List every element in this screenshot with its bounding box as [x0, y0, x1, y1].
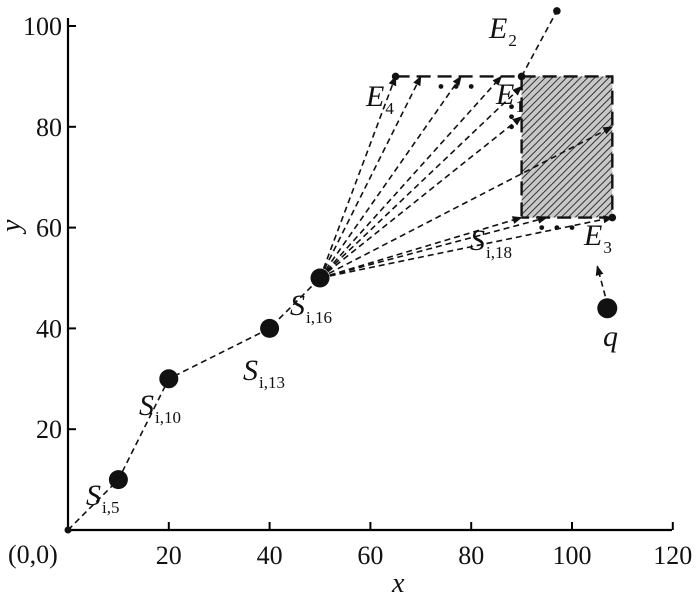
prediction-ray — [319, 126, 614, 279]
endpoint-e4 — [391, 72, 400, 81]
x-tick-label: 40 — [257, 541, 283, 570]
prediction-ray — [319, 116, 523, 279]
prediction-ray — [319, 215, 614, 279]
label-e2: E2 — [488, 12, 517, 50]
x-axis-title: x — [391, 568, 405, 597]
ray-to-e2 — [520, 10, 558, 77]
y-tick-label: 40 — [36, 314, 62, 343]
x-tick-label: 60 — [357, 541, 383, 570]
endpoint-e1 — [517, 72, 526, 81]
y-tick-label: 60 — [36, 214, 62, 243]
prediction-ray — [319, 215, 548, 279]
ellipsis-dot — [468, 84, 474, 89]
x-tick-label: 100 — [553, 541, 592, 570]
y-axis-title: y — [0, 219, 27, 235]
trajectory-point-s10 — [159, 369, 179, 389]
label-s18: Si,18 — [470, 224, 512, 262]
ellipsis-dot — [453, 84, 459, 89]
y-tick-label: 80 — [36, 113, 62, 142]
prediction-rays — [319, 10, 614, 297]
trajectory-point-s13 — [260, 318, 280, 338]
endpoint-e3 — [608, 213, 617, 222]
trajectory-point-s16 — [310, 268, 330, 288]
query-arrow — [595, 265, 607, 297]
label-s13: Si,13 — [243, 354, 285, 392]
trajectory-point-s5 — [108, 470, 128, 490]
query-point — [597, 298, 618, 319]
ellipsis-dot — [539, 225, 545, 231]
label-q: q — [603, 320, 618, 353]
endpoints — [391, 7, 617, 222]
prediction-ray — [319, 75, 503, 279]
endpoint-e2 — [553, 7, 561, 15]
y-tick-label: 20 — [36, 415, 62, 444]
ellipsis-dot — [438, 84, 444, 89]
shaded-area — [521, 76, 613, 218]
label-e3: E3 — [583, 219, 612, 257]
axes: 20 40 60 80 100 120 20 40 60 80 100 (0,0) x y — [0, 12, 692, 597]
trajectory-points — [64, 268, 618, 534]
ellipsis-dot — [569, 225, 575, 231]
label-s16: Si,16 — [290, 289, 332, 327]
label-e4: E4 — [365, 80, 394, 118]
prediction-ray — [319, 216, 523, 279]
ellipsis-dot — [509, 104, 514, 110]
trajectory-line — [67, 277, 321, 531]
query-region — [395, 75, 614, 219]
prediction-ray — [319, 75, 397, 279]
y-ticks: 20 40 60 80 100 — [23, 12, 76, 444]
x-ticks: 20 40 60 80 100 120 — [156, 522, 692, 570]
prediction-ray — [319, 75, 422, 279]
origin-label: (0,0) — [8, 540, 58, 569]
x-tick-label: 80 — [458, 541, 484, 570]
prediction-ray — [319, 75, 462, 279]
x-tick-label: 120 — [653, 541, 692, 570]
ellipsis-dots — [438, 84, 575, 231]
origin-point — [64, 526, 72, 534]
trajectory-path — [67, 277, 321, 531]
ellipsis-dot — [554, 225, 560, 231]
ellipsis-dot — [509, 124, 514, 130]
prediction-ray — [319, 85, 523, 279]
x-tick-label: 20 — [156, 541, 182, 570]
ellipsis-dot — [509, 114, 514, 120]
label-e1: E1 — [495, 78, 524, 116]
y-tick-label: 100 — [23, 12, 62, 41]
rectangle-edge — [395, 75, 614, 219]
